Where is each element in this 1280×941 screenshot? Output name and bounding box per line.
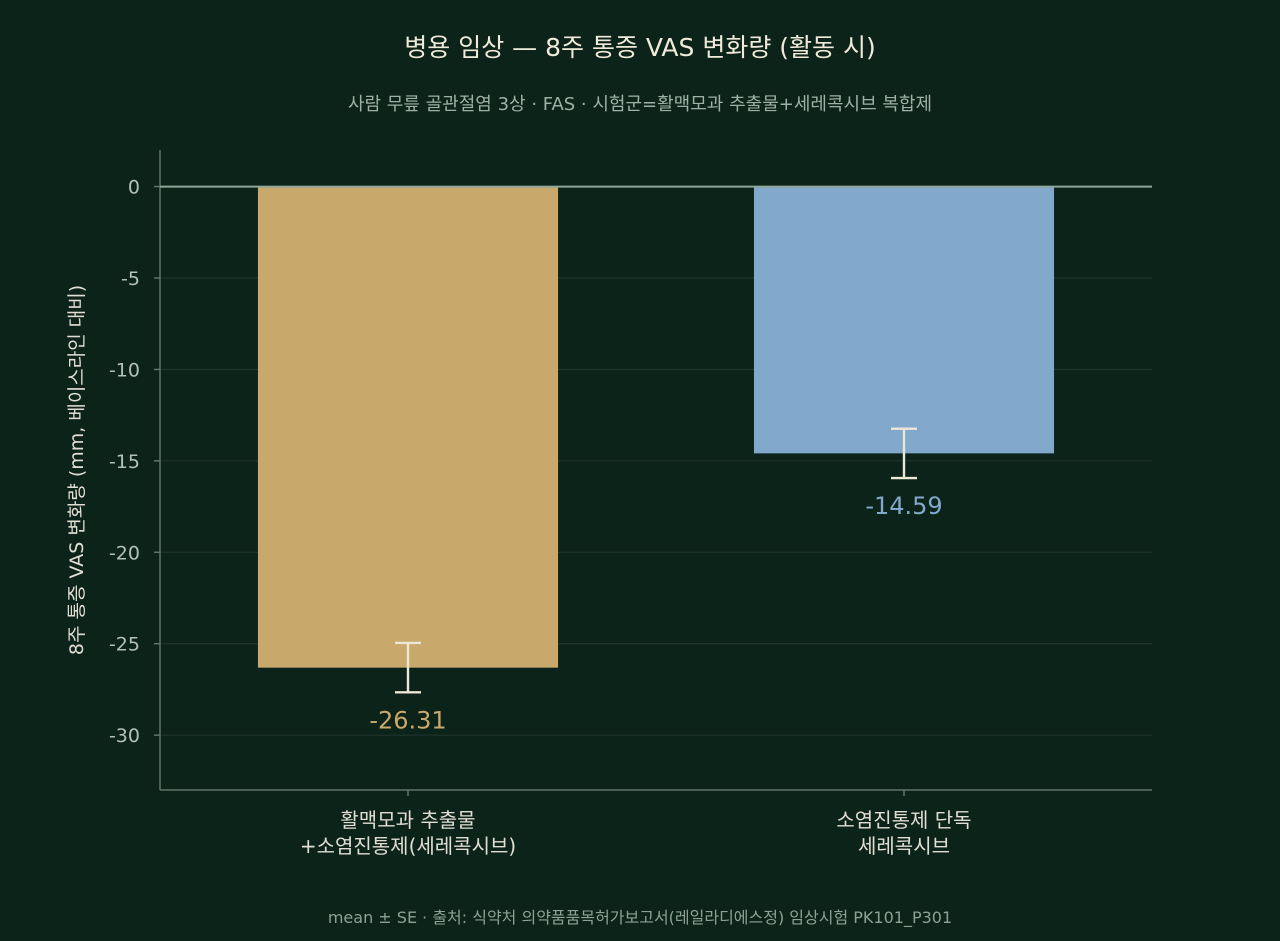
error-bars — [395, 427, 917, 694]
x-tick-label: 활맥모과 추출물 — [340, 808, 475, 832]
bar-1 — [753, 186, 1055, 454]
y-tick-label: -10 — [109, 359, 140, 381]
y-tick-label: -30 — [109, 725, 140, 747]
y-tick-label: -15 — [109, 451, 140, 473]
value-label-0: -26.31 — [369, 706, 446, 734]
x-tick-label: 소염진통제 단독 — [836, 808, 971, 832]
footnote: mean ± SE · 출처: 식약처 의약품품목허가보고서(레일라디에스정) … — [328, 908, 952, 928]
y-tick-label: -5 — [121, 268, 140, 290]
chart-subtitle: 사람 무릎 골관절염 3상 · FAS · 시험군=활맥모과 추출물+세레콕시브… — [348, 94, 932, 115]
y-tick-label: -20 — [109, 542, 140, 564]
x-tick-label: 세레콕시브 — [858, 834, 950, 858]
axes — [159, 150, 1152, 791]
y-tick-label: 0 — [128, 177, 140, 199]
bar-0 — [257, 186, 559, 668]
value-labels: -26.31 -14.59 — [369, 492, 942, 734]
y-tick-label: -25 — [109, 634, 140, 656]
bars — [257, 186, 1055, 668]
y-axis-title: 8주 통증 VAS 변화량 (mm, 베이스라인 대비) — [66, 285, 88, 655]
value-label-1: -14.59 — [865, 492, 942, 520]
x-tick-label: +소염진통제(세레콕시브) — [300, 834, 516, 858]
chart-title: 병용 임상 — 8주 통증 VAS 변화량 (활동 시) — [404, 33, 875, 62]
y-axis-ticks: 0 -5 -10 -15 -20 -25 -30 — [109, 177, 160, 747]
